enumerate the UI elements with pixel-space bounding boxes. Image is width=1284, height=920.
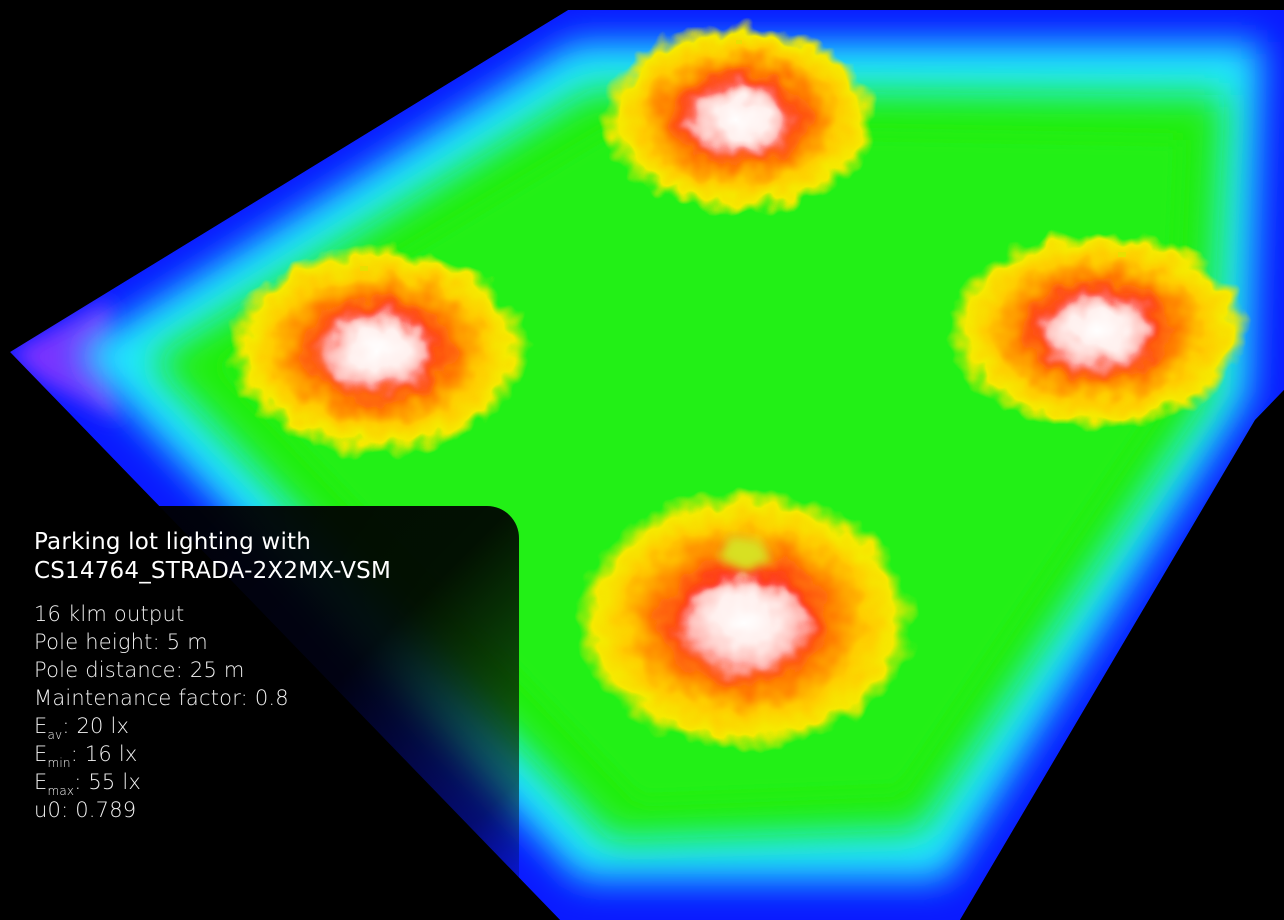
e-min-symbol: E — [34, 742, 48, 766]
e-max-line: Emax: 55 lx — [34, 768, 519, 798]
output-line: 16 klm output — [34, 602, 185, 626]
e-av-symbol: E — [34, 714, 48, 738]
e-min-value: : 16 lx — [70, 742, 138, 766]
info-panel: Parking lot lighting with CS14764_STRADA… — [0, 506, 519, 920]
e-max-value: : 55 lx — [74, 770, 142, 794]
pole-hotspot-top — [602, 23, 878, 213]
pole-height-line: Pole height: 5 m — [34, 630, 208, 654]
pole-distance-line: Pole distance: 25 m — [34, 658, 245, 682]
e-max-subscript: max — [47, 784, 75, 798]
e-av-line: Eav: 20 lx — [34, 712, 519, 742]
pole-hotspot-left — [228, 245, 528, 455]
pole-hotspot-bottom — [575, 490, 915, 750]
lot-edge-violet — [10, 300, 120, 420]
panel-title-line-1: Parking lot lighting with — [34, 529, 312, 555]
panel-title-line-2: CS14764_STRADA-2X2MX-VSM — [34, 558, 391, 584]
uniformity-line: u0: 0.789 — [34, 798, 137, 822]
e-max-symbol: E — [34, 770, 48, 794]
e-av-value: : 20 lx — [62, 714, 130, 738]
maintenance-factor-line: Maintenance factor: 0.8 — [34, 686, 289, 710]
pole-markers — [360, 40, 1126, 572]
e-av-subscript: av — [47, 728, 63, 742]
pole-hotspot-right — [948, 230, 1248, 430]
panel-title: Parking lot lighting with CS14764_STRADA… — [34, 528, 519, 586]
e-min-line: Emin: 16 lx — [34, 740, 519, 770]
e-min-subscript: min — [47, 756, 71, 770]
